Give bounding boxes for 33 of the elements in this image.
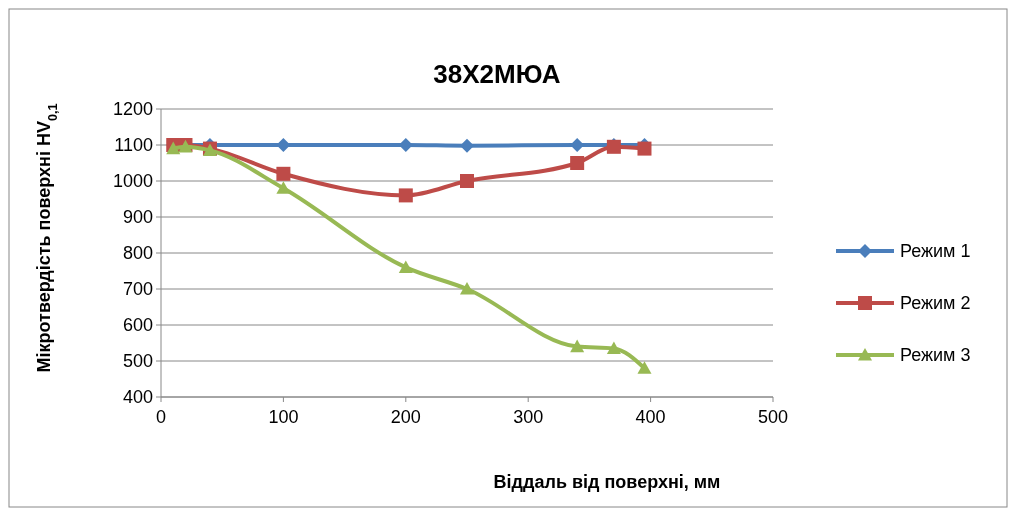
point xyxy=(460,138,474,153)
point xyxy=(637,141,652,156)
y-tick-label: 600 xyxy=(122,315,153,336)
point xyxy=(460,282,474,295)
y-tick-label: 400 xyxy=(122,387,153,408)
point xyxy=(398,260,413,273)
x-tick-label: 100 xyxy=(268,407,299,427)
point xyxy=(398,188,413,203)
y-tick-label: 700 xyxy=(122,279,153,300)
y-tick-label: 1100 xyxy=(114,135,153,156)
x-tick-label: 200 xyxy=(390,407,421,427)
x-axis-title: Віддаль від поверхні, мм xyxy=(493,472,721,492)
legend-label: Режим 1 xyxy=(900,241,971,262)
point xyxy=(570,156,585,170)
x-tick-label: 500 xyxy=(757,407,789,427)
point xyxy=(276,166,291,181)
x-tick-label: 400 xyxy=(635,407,666,427)
legend-label: Режим 2 xyxy=(900,293,971,314)
y-tick-label: 800 xyxy=(122,243,153,264)
y-tick-label: 900 xyxy=(122,207,153,228)
x-tick-label: 0 xyxy=(155,407,167,427)
chart-title: 38Х2МЮА xyxy=(433,59,561,89)
legend-label: Режим 3 xyxy=(900,345,971,366)
y-tick-label: 1000 xyxy=(112,171,153,192)
point xyxy=(570,339,585,353)
point xyxy=(606,341,621,354)
point xyxy=(276,181,291,194)
point xyxy=(460,174,474,188)
y-tick-label: 1200 xyxy=(112,99,153,120)
point xyxy=(637,361,652,374)
y-tick-label: 500 xyxy=(122,351,153,372)
x-tick-label: 300 xyxy=(513,407,544,427)
point xyxy=(276,138,291,152)
